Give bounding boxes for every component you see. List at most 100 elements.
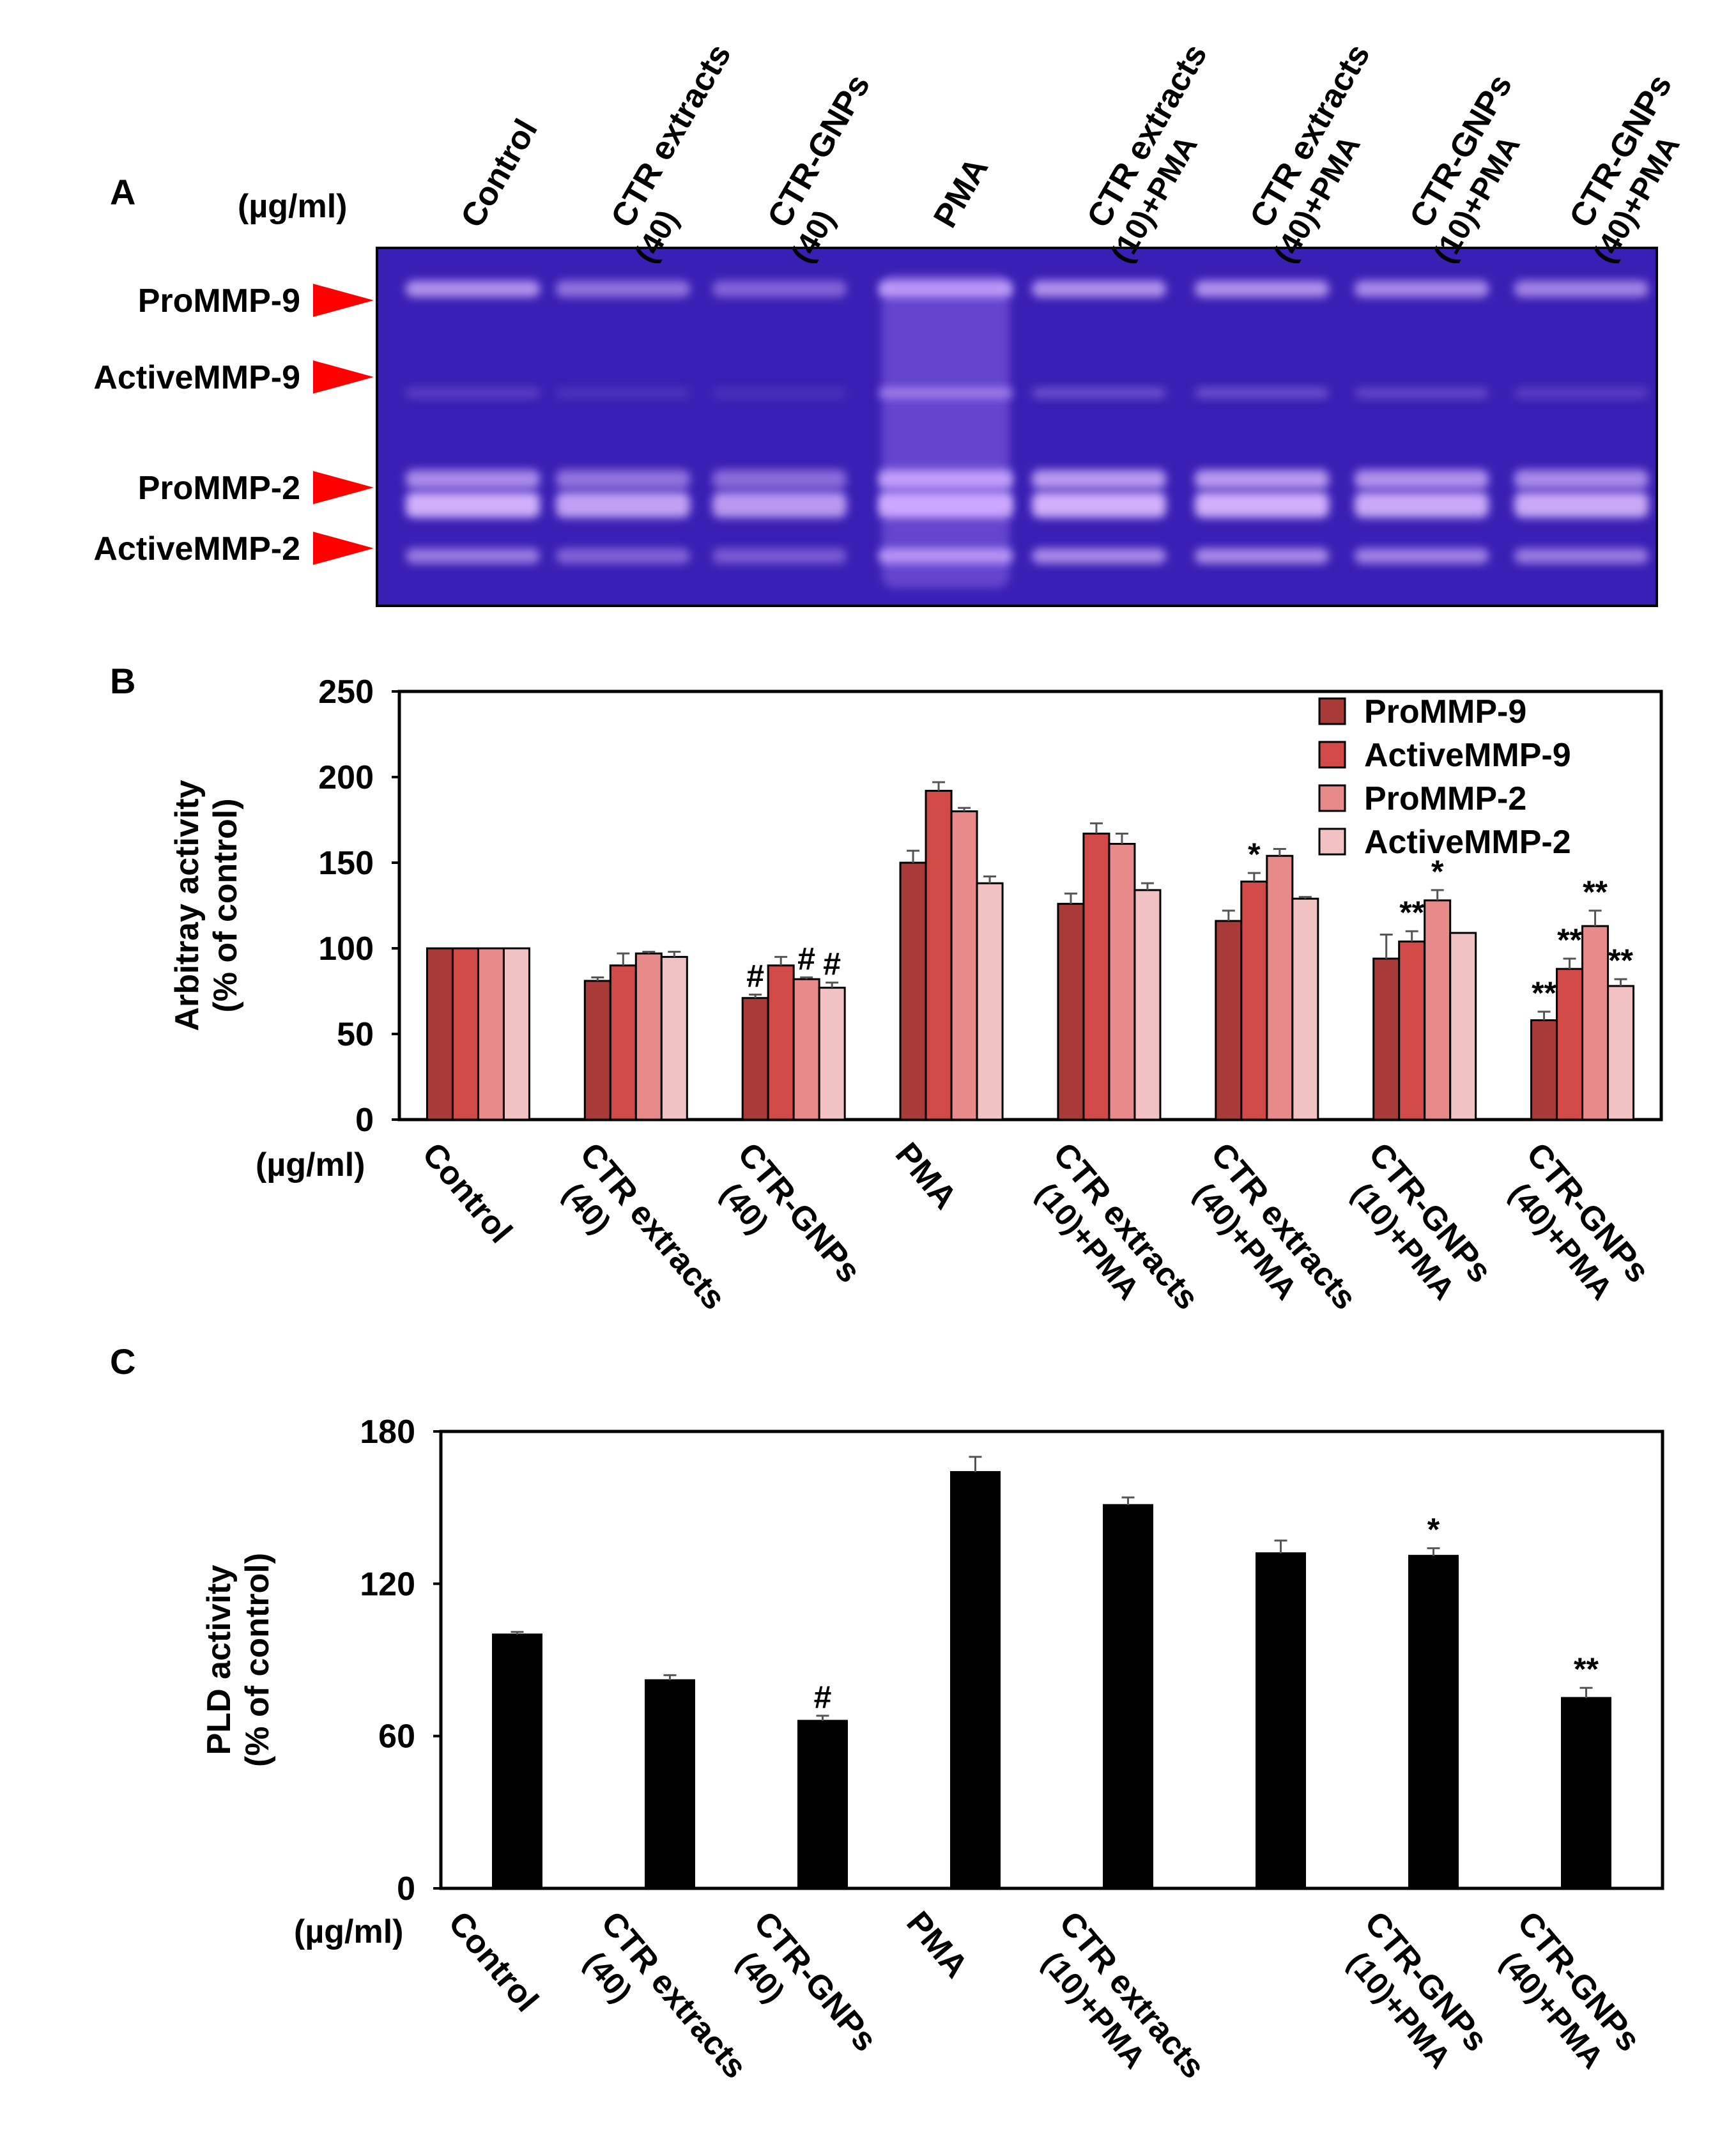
- gel-band: [1032, 548, 1166, 564]
- legend-swatch: [1318, 741, 1346, 769]
- gel-band: [1514, 281, 1648, 297]
- x-tick-label: CTR extracts(10)+PMA: [1035, 1904, 1212, 2085]
- gel-band: [1195, 492, 1329, 518]
- legend-label: ProMMP-9: [1364, 693, 1526, 730]
- x-tick-label: CTR extracts(40): [556, 1136, 733, 1316]
- bar: [1291, 897, 1319, 1121]
- lane-label-3: PMA: [926, 151, 995, 234]
- lane-label-line1: PMA: [926, 151, 995, 234]
- lane-label-2: CTR-GNPs(40): [760, 68, 877, 269]
- bar: [1607, 985, 1635, 1121]
- significance-marker: **: [1608, 943, 1633, 978]
- y-tick-label: 120: [360, 1566, 415, 1603]
- legend-label: ActiveMMP-2: [1364, 824, 1571, 861]
- y-axis-label: PLD activity (% of control): [201, 1553, 276, 1767]
- gel-band: [712, 548, 847, 564]
- gel-band: [406, 387, 540, 399]
- significance-marker: **: [1574, 1651, 1599, 1687]
- bar: [1103, 1504, 1153, 1890]
- significance-marker: **: [1399, 895, 1424, 930]
- legend-swatch: [1318, 697, 1346, 725]
- bar: [1215, 920, 1243, 1121]
- x-tick-label-line1: PMA: [888, 1136, 964, 1216]
- gel-band: [1355, 548, 1489, 564]
- gel-band: [712, 387, 847, 399]
- panel-label-b: B: [110, 661, 135, 701]
- gel-band: [1355, 281, 1489, 297]
- bar: [1398, 940, 1426, 1121]
- zymography-gel: [376, 247, 1658, 607]
- significance-marker: **: [1557, 922, 1582, 958]
- bar: [1133, 889, 1162, 1121]
- legend-label: ProMMP-2: [1364, 780, 1526, 817]
- bar: [950, 810, 978, 1121]
- bar: [1082, 832, 1110, 1121]
- bar: [976, 882, 1004, 1121]
- bar: [1108, 843, 1136, 1121]
- bar: [1449, 932, 1477, 1121]
- lane-label-line1: Control: [454, 113, 545, 234]
- band-marker-label: ProMMP-9: [138, 282, 300, 320]
- panel-label-c: C: [110, 1341, 135, 1382]
- y-axis-label-line2: (% of control): [239, 1553, 276, 1767]
- significance-marker: *: [1427, 1512, 1440, 1548]
- significance-marker: **: [1532, 975, 1556, 1011]
- bar: [1556, 968, 1584, 1121]
- bar: [451, 947, 479, 1121]
- legend-label: ActiveMMP-9: [1364, 737, 1571, 774]
- gel-band: [1195, 281, 1329, 297]
- bar: [1372, 957, 1401, 1121]
- bar: [583, 980, 611, 1121]
- significance-marker: #: [823, 946, 841, 982]
- y-tick-label: 0: [397, 1870, 415, 1908]
- x-tick-label-line1: PMA: [899, 1904, 975, 1985]
- bar: [899, 861, 927, 1121]
- gel-band: [1032, 470, 1166, 489]
- gel-band: [1032, 281, 1166, 297]
- gel-band: [1355, 470, 1489, 489]
- y-tick-label: 180: [360, 1414, 415, 1451]
- unit-label-c: (µg/ml): [294, 1913, 404, 1950]
- gel-band: [1195, 548, 1329, 564]
- band-marker-arrow: [313, 471, 374, 504]
- bar: [492, 1633, 542, 1890]
- gel-band: [1032, 387, 1166, 399]
- gel-band: [406, 492, 540, 518]
- lane-label-0: Control: [454, 113, 545, 234]
- gel-band: [556, 492, 690, 518]
- y-tick-label: 60: [378, 1718, 415, 1755]
- bar: [1561, 1697, 1611, 1890]
- plot-frame: [397, 690, 1663, 1122]
- significance-marker: #: [746, 958, 764, 994]
- band-marker-arrow: [313, 532, 374, 565]
- gel-band: [406, 281, 540, 297]
- x-tick-label: PMA: [888, 1136, 964, 1216]
- bar: [1424, 899, 1452, 1121]
- lane-label-line1: CTR extracts: [604, 38, 739, 234]
- gel-band: [1032, 492, 1166, 518]
- bar: [502, 947, 530, 1121]
- x-tick-label: CTR-GNPs(40)+PMA: [1502, 1136, 1656, 1306]
- gel-band: [1195, 470, 1329, 489]
- gel-band: [1195, 387, 1329, 399]
- x-tick-label: Control: [415, 1136, 519, 1250]
- gel-band: [556, 281, 690, 297]
- lane-label-5: CTR extracts(40)+PMA: [1243, 38, 1378, 268]
- lane-label-1: CTR extracts(40): [604, 38, 739, 268]
- y-tick-label: 250: [318, 674, 374, 711]
- bar: [1057, 902, 1085, 1121]
- band-marker-arrow: [313, 360, 374, 394]
- bar: [634, 952, 663, 1121]
- chart-c: 0 60 120 180 PLD activity (% of control) Contr…: [201, 1414, 1664, 2085]
- plot-frame: [439, 1430, 1664, 1890]
- gel-band: [406, 470, 540, 489]
- gel-band: [556, 548, 690, 564]
- gel-band: [406, 548, 540, 564]
- gel-band: [1514, 387, 1648, 399]
- gel-band: [712, 492, 847, 518]
- x-tick-label: Control: [441, 1904, 545, 2019]
- bar: [818, 987, 846, 1121]
- y-tick-label: 200: [318, 759, 374, 796]
- lane-label-7: CTR-GNPs(40)+PMA: [1562, 68, 1687, 269]
